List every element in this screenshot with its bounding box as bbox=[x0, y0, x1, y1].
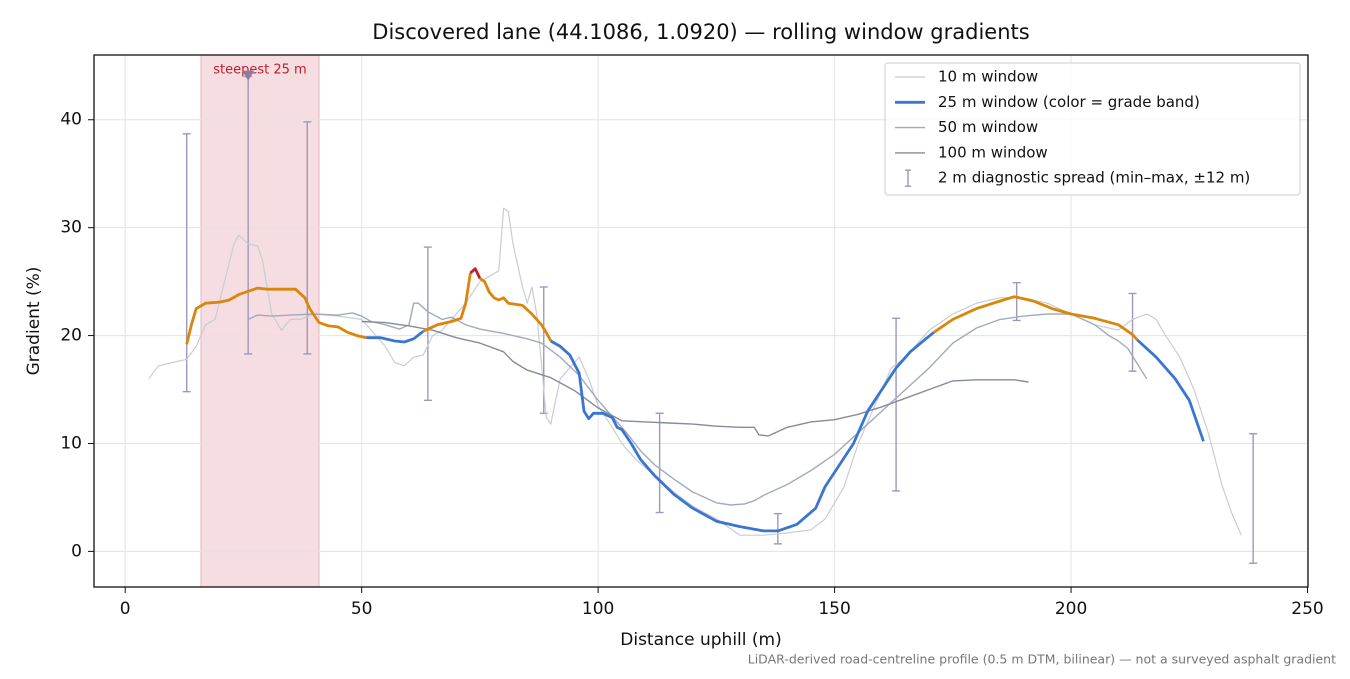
spread-bar bbox=[1012, 281, 1021, 322]
y-tick-label: 0 bbox=[71, 541, 82, 561]
spread-bar bbox=[1249, 433, 1258, 564]
legend-label: 2 m diagnostic spread (min–max, ±12 m) bbox=[938, 169, 1250, 187]
x-tick-label: 100 bbox=[582, 599, 614, 619]
spread-bar bbox=[1128, 292, 1137, 372]
series-line bbox=[361, 320, 1029, 437]
legend-label: 10 m window bbox=[938, 68, 1038, 86]
series-line bbox=[550, 331, 935, 533]
series-line bbox=[247, 302, 1148, 506]
x-tick-label: 50 bbox=[351, 599, 373, 619]
series-line bbox=[933, 295, 1139, 341]
spread-bar bbox=[182, 133, 191, 393]
spread-bar bbox=[423, 246, 432, 402]
spread-bar bbox=[773, 512, 782, 545]
y-tick-label: 10 bbox=[60, 433, 82, 453]
x-tick-label: 250 bbox=[1291, 599, 1323, 619]
highlight-label: steepest 25 m bbox=[213, 63, 306, 78]
spread-bar bbox=[655, 412, 664, 514]
series-line bbox=[1136, 338, 1205, 442]
series-line bbox=[185, 286, 367, 345]
chart-title: Discovered lane (44.1086, 1.0920) — roll… bbox=[372, 20, 1029, 44]
series-line bbox=[366, 330, 425, 344]
x-tick-label: 200 bbox=[1055, 599, 1087, 619]
legend-label: 25 m window (color = grade band) bbox=[938, 93, 1200, 111]
spread-bar bbox=[892, 317, 901, 492]
y-axis-label: Gradient (%) bbox=[24, 267, 44, 376]
x-tick-label: 150 bbox=[818, 599, 850, 619]
x-axis-label: Distance uphill (m) bbox=[620, 630, 781, 650]
series-line bbox=[422, 272, 472, 333]
legend-label: 100 m window bbox=[938, 143, 1048, 161]
y-tick-label: 30 bbox=[60, 218, 82, 238]
x-tick-label: 0 bbox=[120, 599, 131, 619]
highlight-marker bbox=[242, 70, 255, 81]
series-line bbox=[469, 267, 482, 280]
plot-frame bbox=[93, 54, 1309, 588]
series-line bbox=[479, 277, 553, 342]
y-tick-label: 20 bbox=[60, 326, 82, 346]
legend-label: 50 m window bbox=[938, 118, 1038, 136]
spread-bar bbox=[303, 121, 312, 355]
legend-box bbox=[884, 62, 1301, 196]
highlight-band bbox=[200, 54, 320, 588]
y-tick-label: 40 bbox=[60, 110, 82, 130]
footnote: LiDAR-derived road-centreline profile (0… bbox=[748, 652, 1336, 667]
